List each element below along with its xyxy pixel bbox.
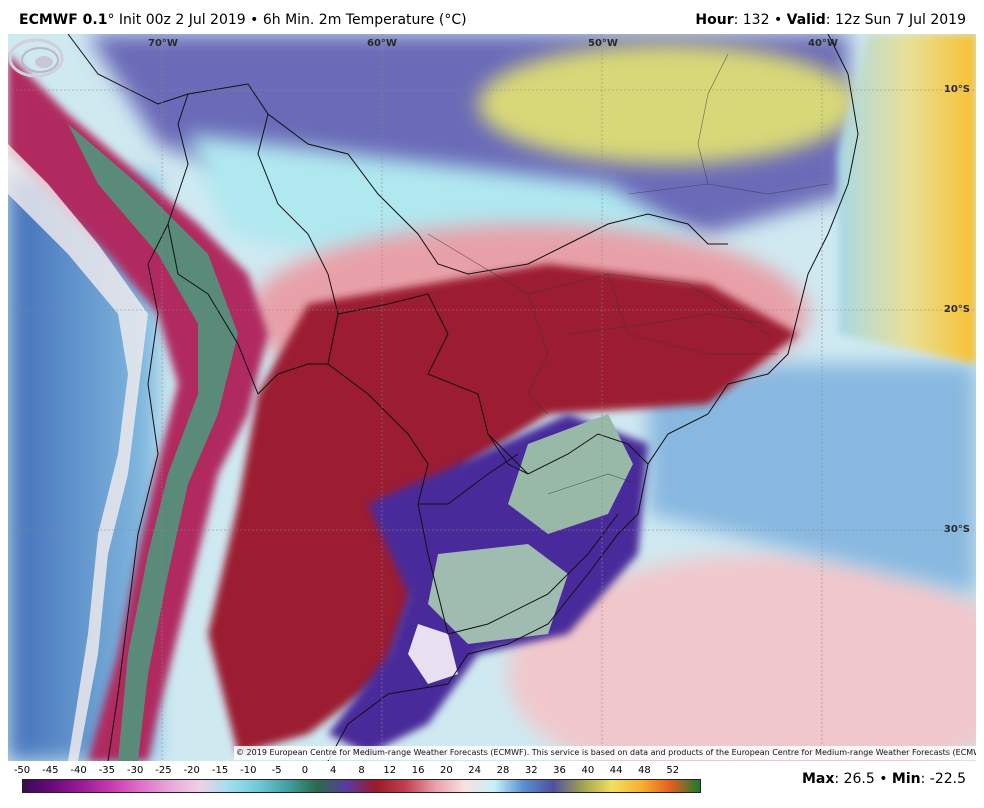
scale-tick-label: -40 (70, 765, 87, 776)
scale-tick-label: 36 (553, 765, 566, 776)
scale-tick-label: 0 (301, 765, 309, 776)
model-name: ECMWF 0.1 (19, 12, 108, 28)
scale-tick-label: 44 (609, 765, 623, 776)
scale-tick-label: -10 (240, 765, 257, 776)
copyright-notice: © 2019 European Centre for Medium-range … (234, 746, 976, 760)
temperature-map[interactable]: 70°W 60°W 50°W 40°W 10°S 20°S 30°S © 201… (8, 34, 976, 761)
scale-tick-label: -20 (183, 765, 200, 776)
lon-label-40w: 40°W (808, 38, 838, 49)
min-value: : -22.5 (920, 771, 966, 787)
degree-mark: ° (107, 12, 115, 28)
valid-value: : 12z Sun 7 Jul 2019 (825, 12, 966, 28)
ne-coast-warm (838, 34, 976, 364)
hour-label: Hour (695, 12, 734, 28)
scale-tick-label: 16 (411, 765, 425, 776)
weatherbell-logo-icon (8, 38, 64, 78)
chile-coast (8, 144, 148, 761)
atlantic-haze (508, 554, 976, 761)
scale-tick-label: 32 (524, 765, 538, 776)
max-value: : 26.5 • (834, 771, 892, 787)
lon-label-70w: 70°W (148, 38, 178, 49)
scale-tick-label: 40 (581, 765, 595, 776)
lat-label-10s: 10°S (943, 84, 970, 95)
scale-tick-label: -50 (13, 765, 31, 776)
river-plate (408, 624, 458, 684)
scale-tick-label: -30 (126, 765, 144, 776)
andes-highlands (68, 124, 238, 761)
scale-tick-label: 8 (358, 765, 365, 776)
andes-band (8, 54, 268, 761)
country-borders (67, 34, 859, 761)
lon-label-50w: 50°W (588, 38, 618, 49)
valid-label: Valid (786, 12, 826, 28)
scale-tick-label: 24 (468, 765, 482, 776)
scale-tick-label: -35 (98, 765, 116, 776)
scale-tick-label: 52 (666, 765, 680, 776)
scale-tick-label: 4 (330, 765, 337, 776)
atlantic-band (648, 364, 976, 594)
map-title: ECMWF 0.1° Init 00z 2 Jul 2019 • 6h Min.… (19, 12, 467, 28)
color-scale: -50 -45 -40 -35 -30 -25 -20 -15 -10 -5 0 4 8 12 16 20 24… (0, 761, 984, 808)
init-description: Init 00z 2 Jul 2019 • 6h Min. 2m Tempera… (114, 12, 467, 28)
map-canvas (8, 34, 976, 761)
scale-tick-label: -5 (271, 765, 282, 776)
colorbar (22, 779, 701, 793)
northern-highlands (478, 44, 858, 164)
hour-value: : 132 • (733, 12, 787, 28)
state-borders (427, 53, 829, 495)
scale-tick-label: 12 (383, 765, 397, 776)
scale-tick-label: -15 (211, 765, 229, 776)
max-min-stats: Max: 26.5 • Min: -22.5 (802, 771, 966, 787)
max-label: Max (801, 771, 835, 787)
min-label: Min (891, 771, 921, 787)
forecast-time: Hour: 132 • Valid: 12z Sun 7 Jul 2019 (695, 12, 966, 28)
interior-red (208, 264, 798, 754)
graticule (8, 34, 976, 761)
scale-tick-label: -45 (42, 765, 59, 776)
frost-patch-uruguay (428, 544, 568, 644)
scale-tick-labels: -50 -45 -40 -35 -30 -25 -20 -15 -10 -5 0 4 8 12 16 20 24… (0, 765, 984, 779)
scale-tick-label: 48 (638, 765, 651, 776)
lon-label-60w: 60°W (367, 38, 397, 49)
scale-tick-label: 20 (440, 765, 453, 776)
header: ECMWF 0.1° Init 00z 2 Jul 2019 • 6h Min.… (0, 0, 984, 34)
scale-tick-label: -25 (155, 765, 172, 776)
lat-label-30s: 30°S (943, 524, 970, 535)
lat-label-20s: 20°S (943, 304, 970, 315)
scale-tick-label: 28 (496, 765, 510, 776)
